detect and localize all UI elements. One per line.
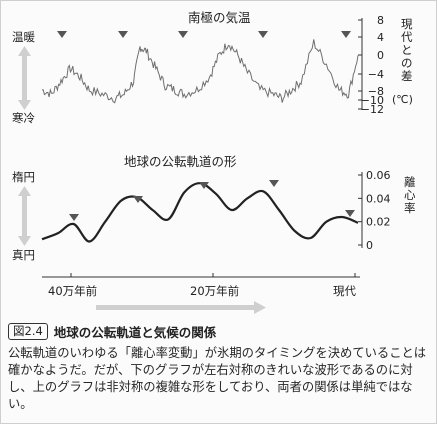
temperature-y-label-text: 現代との差	[401, 17, 413, 83]
time-direction-arrow	[96, 301, 266, 314]
figure-graphic: 南極の気温 温暖 寒冷 8 4 0 −4 −8−10−12 現代との差 (℃) 地球の公…	[12, 10, 416, 314]
temperature-y-tick-label: 8	[377, 14, 384, 27]
eccentricity-y-label: 離心率	[404, 175, 416, 215]
warm-cold-arrow	[18, 46, 31, 110]
temperature-peak-marker-2	[118, 31, 128, 38]
temperature-y-tick-label: −4	[368, 68, 384, 81]
temperature-y-tick-label: −8	[368, 85, 384, 98]
time-label-now: 現代	[333, 284, 356, 298]
temperature-chart-title: 南極の気温	[188, 10, 251, 25]
temperature-y-tick-label: 4	[377, 31, 384, 44]
eccentricity-peak-marker-5	[345, 210, 355, 217]
temperature-y-axis: 8 4 0 −4 −8−10−12	[358, 14, 384, 116]
circle-label: 真円	[12, 248, 35, 262]
cold-label: 寒冷	[12, 111, 35, 125]
figure-number: 図2.4	[8, 323, 48, 340]
eccentricity-y-tick-label: 0.04	[366, 192, 391, 205]
temperature-peak-marker-5	[341, 31, 351, 38]
temperature-peak-marker-1	[57, 31, 67, 38]
caption-heading: 図2.4 地球の公転軌道と気候の関係	[8, 322, 432, 341]
eccentricity-peak-marker-2	[133, 196, 143, 203]
figure-caption: 図2.4 地球の公転軌道と気候の関係 公転軌道のいわゆる「離心率変動」が氷期のタ…	[8, 322, 432, 413]
temperature-series-line	[41, 39, 359, 104]
eccentricity-peak-marker-4	[269, 180, 279, 187]
temperature-unit: (℃)	[392, 93, 413, 106]
eccentricity-y-tick-label: 0.06	[366, 169, 391, 182]
temperature-y-label: 現代との差	[401, 17, 413, 83]
eccentricity-series-line	[41, 182, 359, 243]
eccentricity-peak-marker-3	[199, 182, 209, 189]
temperature-peak-marker-3	[178, 31, 188, 38]
orbit-chart-title: 地球の公転軌道の形	[124, 154, 237, 169]
temperature-plot	[41, 31, 359, 104]
time-label-400k: 40万年前	[48, 284, 97, 298]
ellipse-label: 楕円	[12, 170, 35, 184]
caption-body: 公転軌道のいわゆる「離心率変動」が氷期のタイミングを決めていることは確かなようだ…	[8, 346, 427, 411]
warm-label: 温暖	[12, 30, 35, 44]
eccentricity-plot	[41, 180, 359, 243]
temperature-peak-marker-4	[258, 31, 268, 38]
eccentricity-peak-marker-1	[69, 214, 79, 221]
time-label-200k: 20万年前	[190, 284, 239, 298]
temperature-y-tick-label: 0	[377, 49, 384, 62]
caption-title: 地球の公転軌道と気候の関係	[53, 325, 217, 340]
eccentricity-y-axis: 0.06 0.04 0.02 0	[358, 169, 391, 252]
temperature-y-tick-label: −10	[361, 94, 384, 107]
temperature-y-tick-label: −12	[361, 103, 384, 116]
eccentricity-y-tick-label: 0	[366, 239, 373, 252]
ellipse-circle-arrow	[18, 186, 31, 246]
eccentricity-y-tick-label: 0.02	[366, 216, 391, 229]
